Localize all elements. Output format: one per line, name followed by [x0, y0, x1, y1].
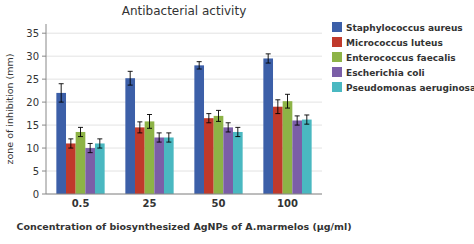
- series: [95, 115, 312, 194]
- y-tick-label: 30: [26, 51, 39, 62]
- legend-label: Staphylococcus aureus: [346, 23, 463, 33]
- x-axis-label: Concentration of biosynthesized AgNPs of…: [16, 221, 351, 232]
- error-bar: [235, 127, 240, 136]
- y-tick: [42, 79, 46, 80]
- bar: [135, 127, 145, 194]
- y-tick: [42, 56, 46, 57]
- grid: [46, 33, 322, 194]
- y-tick: [42, 148, 46, 149]
- bar: [283, 101, 293, 194]
- y-tick-label: 20: [26, 97, 39, 108]
- x-axis: 0.5 25 50 100: [72, 198, 298, 209]
- error-bar: [304, 115, 309, 124]
- bar: [56, 93, 66, 194]
- x-tick-label: 100: [277, 198, 298, 209]
- bar: [66, 143, 76, 194]
- error-bar: [275, 100, 280, 114]
- legend-label: Enterococcus faecalis: [346, 53, 456, 63]
- error-bar: [88, 143, 93, 152]
- legend-swatch: [332, 67, 342, 77]
- grid-line: [46, 56, 322, 57]
- bar: [273, 107, 283, 194]
- y-tick-label: 25: [26, 74, 39, 85]
- x-tick-label: 50: [212, 198, 226, 209]
- bar: [194, 65, 204, 194]
- legend-label: Micrococcus luteus: [346, 38, 443, 48]
- error-bar: [266, 54, 271, 63]
- y-tick-label: 5: [33, 166, 39, 177]
- bar: [204, 118, 214, 194]
- grid-line: [46, 33, 322, 34]
- bar: [95, 143, 105, 194]
- error-bar: [59, 84, 64, 102]
- error-bar: [197, 62, 202, 69]
- bar: [85, 148, 95, 194]
- bar: [223, 127, 233, 194]
- y-tick: [42, 171, 46, 172]
- legend-swatch: [332, 82, 342, 92]
- y-tick-label: 0: [33, 189, 39, 200]
- y-tick: [42, 33, 46, 34]
- error-bar: [97, 139, 102, 148]
- x-tick-label: 25: [143, 198, 157, 209]
- grid-line: [46, 102, 322, 103]
- y-axis-line: [46, 24, 47, 194]
- y-axis: 0 5 10 15 20 25 30 35: [26, 28, 46, 200]
- error-bar: [157, 133, 162, 142]
- bars: [56, 54, 311, 194]
- y-tick-label: 35: [26, 28, 39, 39]
- error-bar: [206, 114, 211, 123]
- x-tick-label: 0.5: [72, 198, 90, 209]
- legend-swatch: [332, 22, 342, 32]
- legend-swatch: [332, 52, 342, 62]
- bar: [76, 132, 86, 194]
- error-bar: [216, 110, 221, 121]
- error-bar: [128, 71, 133, 85]
- title: Antibacterial activity: [122, 4, 247, 18]
- legend-label: Escherichia coli: [346, 68, 425, 78]
- bar: [233, 132, 243, 194]
- bar: [154, 137, 164, 194]
- series: [76, 94, 293, 194]
- y-tick-label: 15: [26, 120, 39, 131]
- y-tick-label: 10: [26, 143, 39, 154]
- bar: [164, 137, 174, 194]
- grid-line: [46, 194, 322, 195]
- legend-swatch: [332, 37, 342, 47]
- error-bar: [68, 139, 73, 148]
- error-bar: [295, 116, 300, 125]
- series: [66, 100, 283, 194]
- y-tick: [42, 125, 46, 126]
- legend: Staphylococcus aureus Micrococcus luteus E…: [332, 22, 474, 93]
- bar: [214, 116, 224, 194]
- error-bar: [285, 94, 290, 108]
- bar: [125, 78, 135, 194]
- series: [56, 54, 273, 194]
- bar: [292, 120, 302, 194]
- error-bar: [226, 123, 231, 132]
- error-bar: [166, 133, 171, 142]
- grid-line: [46, 79, 322, 80]
- y-tick: [42, 194, 46, 195]
- bar: [302, 120, 312, 194]
- legend-label: Pseudomonas aeruginosa: [346, 83, 474, 93]
- error-bar: [147, 115, 152, 129]
- series: [85, 116, 302, 194]
- error-bar: [137, 122, 142, 133]
- error-bar: [78, 127, 83, 136]
- bar: [263, 58, 273, 194]
- bar: [145, 121, 155, 194]
- y-tick: [42, 102, 46, 103]
- chart: 0 5 10 15 20 25 30 35 0.5 25 50 100 Antibacterial ac…: [0, 0, 474, 244]
- y-axis-label: zone of inhibition (mm): [4, 54, 15, 165]
- x-axis-line: [46, 194, 322, 195]
